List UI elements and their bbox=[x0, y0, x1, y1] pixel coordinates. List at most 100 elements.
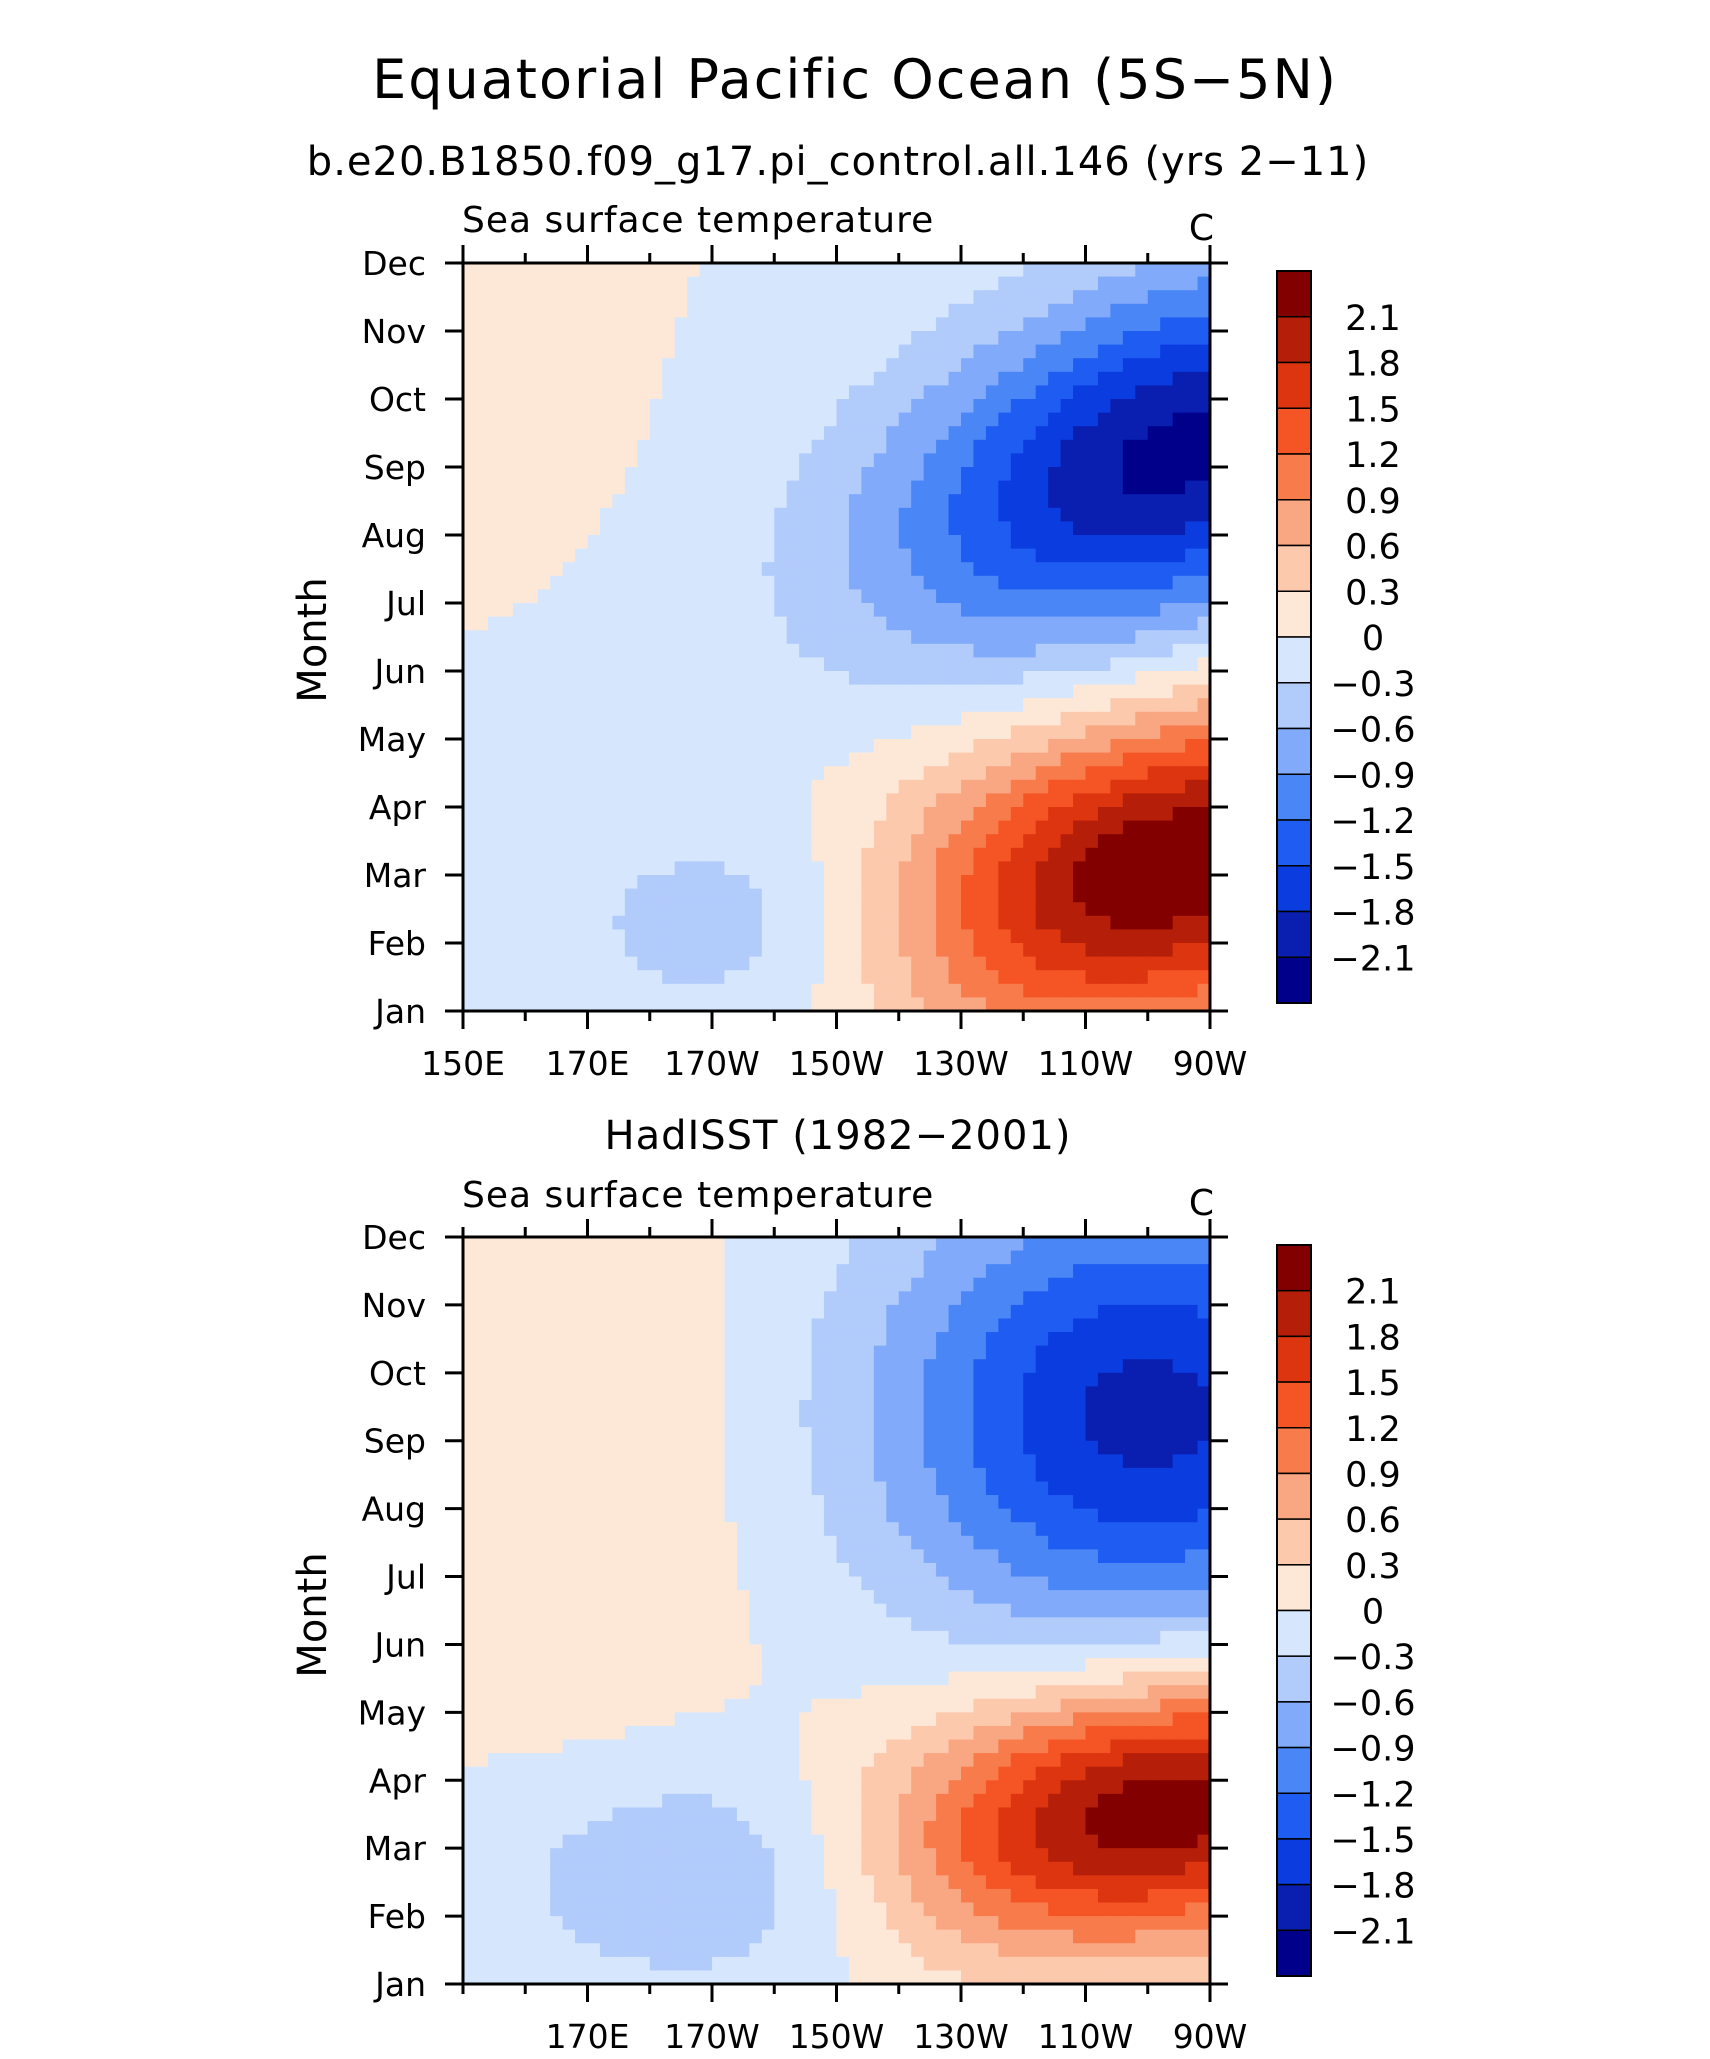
contour-cell bbox=[886, 1250, 900, 1265]
contour-cell bbox=[873, 1562, 887, 1578]
contour-cell bbox=[786, 1576, 800, 1591]
contour-cell bbox=[624, 725, 638, 740]
contour-cell bbox=[848, 643, 862, 658]
contour-cell bbox=[1197, 439, 1211, 454]
contour-cell bbox=[500, 1277, 514, 1292]
contour-cell bbox=[786, 1535, 800, 1550]
contour-cell bbox=[873, 494, 887, 509]
contour-cell bbox=[973, 684, 987, 699]
contour-cell bbox=[761, 1359, 775, 1374]
contour-cell bbox=[848, 902, 862, 917]
contour-cell bbox=[749, 562, 763, 577]
contour-cell bbox=[948, 1332, 962, 1347]
contour-cell bbox=[1135, 915, 1149, 930]
contour-cell bbox=[948, 752, 962, 767]
contour-cell bbox=[923, 575, 937, 590]
contour-cell bbox=[1060, 711, 1074, 726]
contour-cell bbox=[836, 290, 850, 305]
contour-cell bbox=[500, 575, 514, 590]
contour-cell bbox=[662, 412, 676, 427]
contour-cell bbox=[973, 1495, 987, 1510]
contour-cell bbox=[873, 412, 887, 427]
contour-cell bbox=[1185, 1413, 1199, 1428]
contour-cell bbox=[587, 1386, 601, 1401]
contour-cell bbox=[1010, 834, 1024, 849]
contour-cell bbox=[836, 630, 850, 645]
contour-cell bbox=[923, 371, 937, 386]
contour-cell bbox=[674, 344, 688, 359]
contour-cell bbox=[562, 1250, 576, 1265]
contour-cell bbox=[761, 303, 775, 318]
contour-cell bbox=[525, 1413, 539, 1428]
contour-cell bbox=[861, 1318, 875, 1333]
contour-cell bbox=[1035, 1264, 1049, 1279]
contour-cell bbox=[649, 1264, 663, 1279]
contour-cell bbox=[799, 1345, 813, 1360]
contour-cell bbox=[911, 657, 925, 672]
contour-cell bbox=[1010, 820, 1024, 835]
contour-cell bbox=[624, 1399, 638, 1415]
contour-cell bbox=[961, 1454, 975, 1469]
contour-cell bbox=[500, 929, 514, 944]
contour-cell bbox=[550, 439, 564, 454]
contour-cell bbox=[886, 779, 900, 794]
contour-cell bbox=[1035, 711, 1049, 726]
contour-cell bbox=[1097, 1291, 1111, 1306]
contour-cell bbox=[500, 1508, 514, 1523]
contour-cell bbox=[786, 317, 800, 332]
contour-cell bbox=[861, 603, 875, 618]
contour-cell bbox=[587, 317, 601, 332]
contour-cell bbox=[463, 1535, 477, 1550]
contour-cell bbox=[886, 752, 900, 767]
contour-cell bbox=[824, 711, 838, 726]
contour-cell bbox=[575, 711, 589, 726]
contour-cell bbox=[687, 263, 701, 278]
contour-cell bbox=[575, 861, 589, 876]
contour-cell bbox=[674, 861, 688, 876]
contour-cell bbox=[1160, 535, 1174, 550]
contour-cell bbox=[1122, 956, 1136, 971]
contour-cell bbox=[961, 997, 975, 1012]
contour-cell bbox=[500, 1535, 514, 1550]
contour-cell bbox=[1122, 902, 1136, 917]
contour-cell bbox=[1147, 439, 1161, 454]
contour-cell bbox=[898, 888, 912, 903]
contour-cell bbox=[824, 1291, 838, 1306]
contour-cell bbox=[1048, 711, 1062, 726]
contour-cell bbox=[1085, 1440, 1099, 1455]
contour-cell bbox=[1035, 1454, 1049, 1469]
contour-cell bbox=[848, 725, 862, 740]
contour-cell bbox=[537, 426, 551, 441]
colorbar-box bbox=[1276, 773, 1312, 821]
contour-cell bbox=[973, 399, 987, 414]
contour-cell bbox=[612, 603, 626, 618]
contour-cell bbox=[736, 970, 750, 985]
contour-cell bbox=[612, 589, 626, 604]
contour-cell bbox=[911, 358, 925, 373]
contour-cell bbox=[562, 399, 576, 414]
contour-cell bbox=[761, 317, 775, 332]
contour-cell bbox=[861, 1522, 875, 1537]
contour-cell bbox=[1023, 535, 1037, 550]
contour-cell bbox=[1097, 616, 1111, 631]
contour-cell bbox=[873, 358, 887, 373]
contour-cell bbox=[1048, 630, 1062, 645]
contour-cell bbox=[599, 875, 613, 890]
contour-cell bbox=[1035, 630, 1049, 645]
contour-cell bbox=[799, 412, 813, 427]
contour-cell bbox=[961, 888, 975, 903]
contour-cell bbox=[512, 1304, 526, 1320]
contour-cell bbox=[1122, 1250, 1136, 1265]
contour-cell bbox=[998, 779, 1012, 794]
contour-cell bbox=[923, 779, 937, 794]
contour-cell bbox=[811, 1535, 825, 1550]
contour-cell bbox=[774, 494, 788, 509]
contour-cell bbox=[1160, 1359, 1174, 1374]
contour-cell bbox=[973, 820, 987, 835]
contour-cell bbox=[1010, 807, 1024, 822]
contour-cell bbox=[973, 643, 987, 658]
contour-cell bbox=[649, 983, 663, 998]
contour-cell bbox=[886, 616, 900, 631]
contour-cell bbox=[1122, 1291, 1136, 1306]
contour-cell bbox=[712, 589, 726, 604]
